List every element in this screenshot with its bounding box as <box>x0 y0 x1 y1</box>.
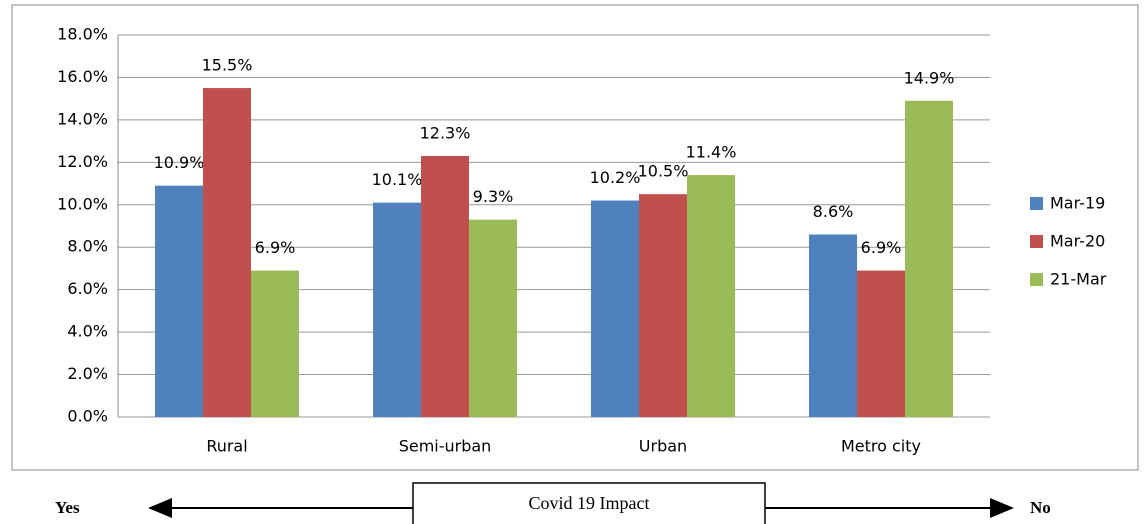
annotation: No <box>1030 498 1051 517</box>
value-label: 6.9% <box>861 238 902 257</box>
value-label: 6.9% <box>255 238 296 257</box>
legend-label: Mar-20 <box>1050 232 1105 251</box>
bar <box>469 219 517 417</box>
x-tick-label: Urban <box>639 437 687 456</box>
y-tick-label: 2.0% <box>67 364 108 383</box>
y-tick-label: 18.0% <box>57 25 108 44</box>
value-label: 10.2% <box>590 168 641 187</box>
value-label: 12.3% <box>420 123 471 142</box>
bar <box>857 270 905 417</box>
y-tick-label: 14.0% <box>57 109 108 128</box>
value-label: 10.5% <box>638 162 689 181</box>
x-tick-label: Metro city <box>841 437 921 456</box>
bar <box>251 270 299 417</box>
bar <box>203 88 251 418</box>
x-tick-label: Semi-urban <box>399 437 492 456</box>
y-tick-label: 16.0% <box>57 67 108 86</box>
bar <box>905 100 953 418</box>
y-tick-label: 12.0% <box>57 152 108 171</box>
legend-swatch <box>1030 197 1043 210</box>
bar <box>809 234 857 417</box>
legend-label: 21-Mar <box>1050 270 1107 289</box>
legend-label: Mar-19 <box>1050 194 1105 213</box>
annotation: Yes <box>55 498 80 517</box>
x-tick-label: Rural <box>206 437 247 456</box>
bar <box>155 185 203 417</box>
value-label: 10.1% <box>372 170 423 189</box>
legend-swatch <box>1030 273 1043 286</box>
bar <box>639 194 687 417</box>
bar <box>373 202 421 417</box>
y-tick-label: 8.0% <box>67 237 108 256</box>
bar <box>421 155 469 417</box>
value-label: 10.9% <box>154 153 205 172</box>
value-label: 11.4% <box>686 143 737 162</box>
value-label: 8.6% <box>813 202 854 221</box>
y-tick-label: 4.0% <box>67 322 108 341</box>
y-tick-label: 10.0% <box>57 194 108 213</box>
value-label: 9.3% <box>473 187 514 206</box>
annotation: Covid 19 Impact <box>529 493 650 513</box>
bar <box>591 200 639 417</box>
y-tick-label: 0.0% <box>67 407 108 426</box>
annotation-box <box>412 482 766 524</box>
y-tick-label: 6.0% <box>67 279 108 298</box>
value-label: 15.5% <box>202 56 253 75</box>
bar <box>687 175 735 417</box>
legend-swatch <box>1030 235 1043 248</box>
value-label: 14.9% <box>904 68 955 87</box>
